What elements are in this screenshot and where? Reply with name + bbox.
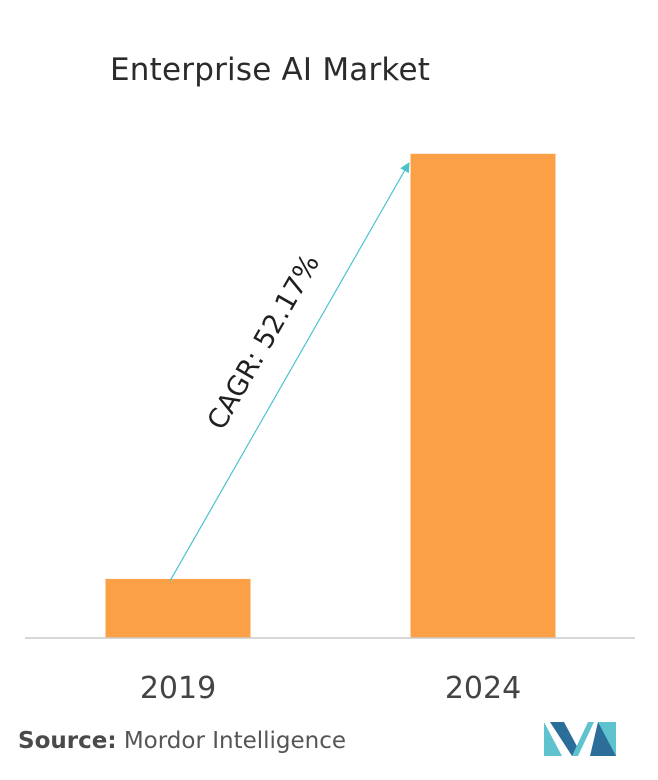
source-label: Source: [18, 728, 117, 754]
x-tick-label-2024: 2024 [445, 671, 521, 706]
cagr-annotation: CAGR: 52.17% [202, 249, 326, 435]
chart-title: Enterprise AI Market [110, 52, 431, 88]
x-tick-label-2019: 2019 [140, 671, 216, 706]
bar-2024 [410, 153, 556, 639]
source-line: Source: Mordor Intelligence [18, 728, 346, 754]
mordor-intelligence-logo-icon [544, 722, 616, 756]
bar-2019 [105, 578, 251, 638]
cagr-arrow [169, 162, 410, 582]
source-text: Mordor Intelligence [123, 728, 347, 754]
